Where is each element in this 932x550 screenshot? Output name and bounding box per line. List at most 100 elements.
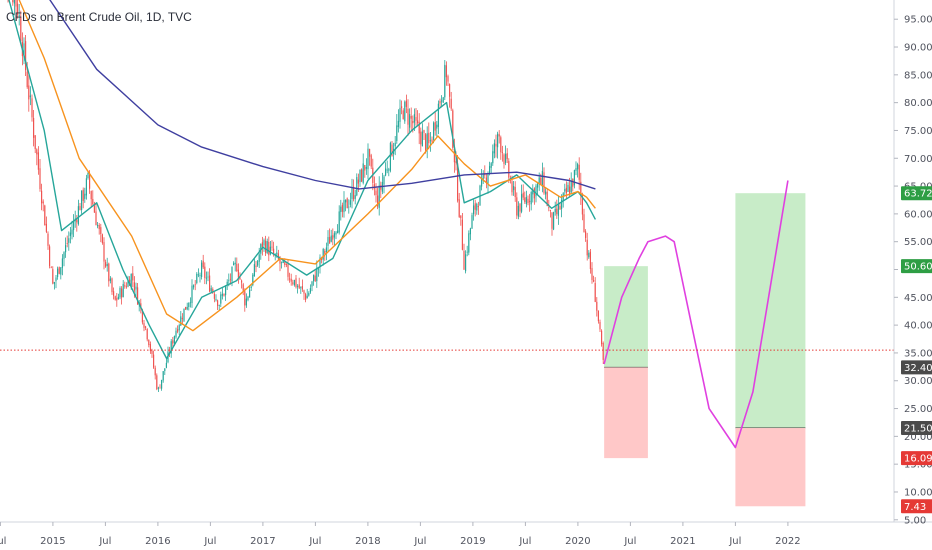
candle-body — [445, 65, 447, 78]
candle-body — [354, 195, 356, 199]
candle-body — [145, 326, 147, 328]
y-tick-label: 40.00 — [904, 321, 932, 332]
x-tick-label: 2017 — [250, 536, 275, 547]
candle-body — [541, 170, 543, 187]
price-badge-label: 16.09 — [904, 454, 932, 465]
candle-body — [73, 220, 75, 231]
candle-body — [589, 251, 591, 270]
candle-body — [293, 279, 295, 286]
candle-body — [530, 192, 532, 205]
candle-body — [364, 165, 366, 171]
candle-body — [337, 230, 339, 234]
candle-body — [101, 234, 103, 244]
candle-body — [212, 289, 214, 293]
candle-body — [13, 0, 15, 4]
candle-body — [429, 140, 431, 142]
candle-body — [172, 340, 174, 344]
candle-body — [324, 250, 326, 254]
x-tick-label: Jul — [0, 536, 6, 547]
loss-zone — [604, 367, 648, 459]
candles — [7, 0, 604, 392]
candle-body — [361, 169, 363, 182]
candle-body — [173, 336, 175, 344]
candle-body — [497, 133, 499, 148]
candle-body — [141, 309, 143, 323]
candle-body — [116, 298, 118, 301]
candle-body — [513, 186, 515, 191]
candle-body — [573, 170, 575, 186]
y-tick-label: 95.00 — [904, 15, 932, 26]
candle-body — [554, 209, 556, 213]
candle-body — [157, 387, 159, 389]
candle-body — [15, 0, 17, 7]
y-tick-label: 85.00 — [904, 70, 932, 81]
candle-body — [482, 174, 484, 181]
ma_fast-line — [8, 0, 597, 360]
candle-body — [591, 268, 593, 281]
chart-title: CFDs on Brent Crude Oil, 1D, TVC — [6, 10, 192, 24]
candle-body — [476, 203, 478, 211]
candle-body — [356, 177, 358, 196]
candle-body — [132, 273, 134, 281]
candle-body — [481, 178, 483, 187]
candle-body — [300, 286, 302, 288]
candle-body — [97, 225, 99, 227]
candle-body — [89, 174, 91, 189]
candle-body — [292, 282, 294, 284]
candle-body — [133, 282, 135, 291]
candle-body — [162, 371, 164, 381]
candle-body — [282, 260, 284, 264]
candle-body — [511, 181, 513, 193]
moving-averages — [8, 0, 597, 360]
candle-body — [349, 200, 351, 205]
candle-body — [460, 215, 462, 219]
candle-body — [247, 296, 249, 300]
candle-body — [159, 387, 161, 389]
candle-body — [57, 268, 59, 278]
ma_mid-line — [18, 0, 596, 332]
y-tick-label: 30.00 — [904, 376, 932, 387]
candle-body — [405, 100, 407, 107]
candle-body — [385, 168, 387, 176]
candle-body — [276, 252, 278, 255]
x-tick-label: 2015 — [40, 536, 65, 547]
candle-body — [388, 169, 390, 171]
candle-body — [514, 186, 516, 198]
candle-body — [365, 166, 367, 169]
candle-body — [249, 289, 251, 298]
candle-body — [58, 267, 60, 274]
x-tick-label: Jul — [413, 536, 426, 547]
candle-body — [519, 204, 521, 212]
candle-body — [41, 190, 43, 204]
candle-body — [186, 306, 188, 310]
candle-body — [175, 330, 177, 338]
candle-body — [213, 293, 215, 299]
candle-body — [525, 197, 527, 205]
candle-body — [409, 114, 411, 128]
candle-body — [484, 174, 486, 176]
candle-body — [261, 242, 263, 248]
candle-body — [441, 100, 443, 102]
candle-body — [229, 278, 231, 280]
projection-layer — [603, 180, 789, 449]
candle-body — [122, 283, 124, 298]
candle-body — [298, 284, 300, 289]
candle-body — [532, 189, 534, 195]
candle-body — [181, 317, 183, 320]
candle-body — [31, 98, 33, 118]
candle-body — [189, 302, 191, 304]
candle-body — [377, 195, 379, 207]
loss-zone — [735, 428, 806, 507]
candle-body — [394, 142, 396, 147]
candle-body — [585, 231, 587, 238]
candle-body — [33, 117, 35, 138]
candle-body — [164, 368, 166, 372]
candle-body — [233, 263, 235, 266]
price-badge-label: 50.60 — [904, 262, 932, 273]
candle-body — [66, 243, 68, 244]
candle-body — [597, 310, 599, 322]
candle-body — [564, 189, 566, 192]
candle-body — [197, 274, 199, 276]
candle-body — [433, 122, 435, 140]
